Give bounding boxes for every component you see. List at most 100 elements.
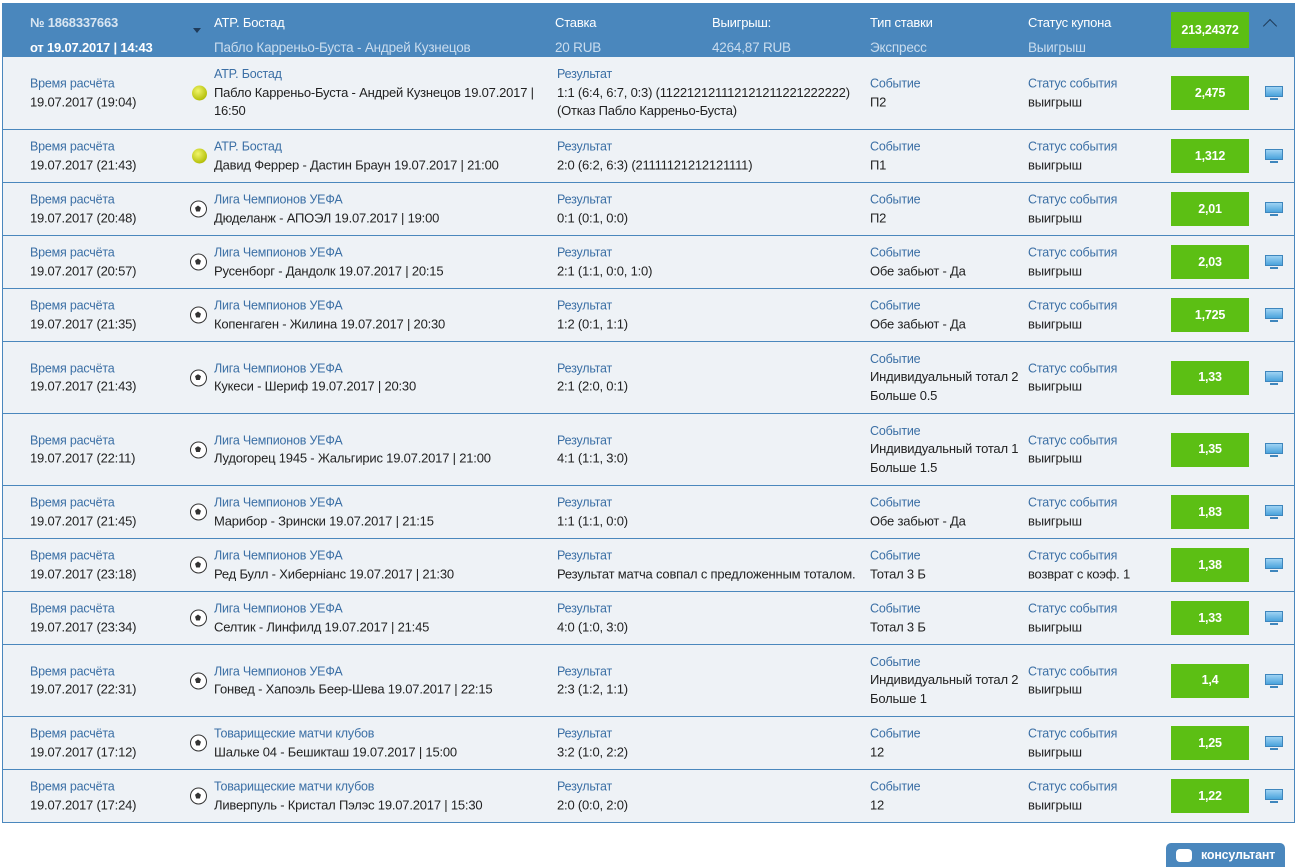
result-label: Результат [557, 360, 613, 375]
calc-time-value: 19.07.2017 (21:43) [30, 157, 137, 172]
win-value: 4264,87 RUB [712, 40, 791, 55]
league-link[interactable]: Лига Чемпионов УЕФА [214, 548, 343, 563]
league-link[interactable]: ATP. Бостад [214, 139, 282, 154]
result-value: 2:0 (0:0, 2:0) [557, 797, 628, 812]
live-tv-icon[interactable] [1265, 255, 1283, 269]
odds-badge: 2,475 [1171, 76, 1249, 110]
calc-time-value: 19.07.2017 (22:11) [30, 450, 136, 466]
result-label: Результат [557, 66, 613, 81]
match-name: Лудогорец 1945 - Жальгирис 19.07.2017 | … [214, 450, 491, 466]
live-tv-icon[interactable] [1265, 149, 1283, 163]
soccer-ball-icon [190, 253, 207, 271]
tennis-ball-icon [192, 85, 207, 101]
chat-bubble-icon [1176, 848, 1192, 862]
result-value: 1:1 (6:4, 6:7, 0:3) (1122121211121212112… [557, 84, 850, 119]
league-link[interactable]: Лига Чемпионов УЕФА [214, 192, 343, 207]
league-link[interactable]: Лига Чемпионов УЕФА [214, 298, 343, 313]
event-status-label: Статус события [1028, 76, 1118, 91]
collapse-chevron-icon[interactable] [1262, 18, 1278, 34]
event-value: П1 [870, 157, 887, 172]
calc-time-value: 19.07.2017 (20:48) [30, 210, 137, 225]
event-status-label: Статус события [1028, 192, 1118, 207]
result-value: 2:1 (1:1, 0:0, 1:0) [557, 263, 653, 278]
event-row: 1:2 (0:1, 1:1) Время расчёта 19.07.2017 (… [3, 288, 1294, 341]
live-tv-icon[interactable] [1265, 308, 1283, 322]
live-tv-icon[interactable] [1265, 370, 1283, 385]
odds-badge: 1,33 [1171, 360, 1249, 395]
league-link[interactable]: Лига Чемпионов УЕФА [214, 432, 343, 447]
live-tv-icon[interactable] [1265, 442, 1283, 457]
league-link[interactable]: Товарищеские матчи клубов [214, 726, 375, 741]
odds-badge: 1,83 [1171, 495, 1249, 529]
coupon-date: от 19.07.2017 | 14:43 [30, 40, 153, 55]
event-value: Тотал 3 Б [870, 619, 926, 634]
calc-time-label: Время расчёта [30, 298, 115, 313]
result-label: Результат [557, 726, 613, 741]
event-row: 1:1 (6:4, 6:7, 0:3) (1122121211121212112… [3, 57, 1294, 129]
calc-time-label: Время расчёта [30, 139, 115, 154]
dropdown-caret-icon[interactable] [193, 28, 201, 33]
event-status-label: Статус события [1028, 360, 1118, 375]
live-tv-icon[interactable] [1265, 505, 1283, 519]
live-tv-icon[interactable] [1265, 558, 1283, 572]
league-link[interactable]: Лига Чемпионов УЕФА [214, 245, 343, 260]
soccer-ball-icon [190, 369, 207, 386]
live-tv-icon[interactable] [1265, 736, 1283, 750]
event-status-value: выигрыш [1028, 378, 1082, 394]
calc-time-label: Время расчёта [30, 779, 115, 794]
event-status-value: возврат с коэф. 1 [1028, 566, 1131, 581]
event-value: Индивидуальный тотал 2 Больше 0.5 [870, 369, 1019, 403]
consultant-label: консультант [1201, 848, 1276, 862]
league-link[interactable]: Лига Чемпионов УЕФА [214, 601, 343, 616]
coupon-number: № 1868337663 [30, 15, 119, 30]
live-tv-icon[interactable] [1265, 611, 1283, 625]
event-status-value: выигрыш [1028, 797, 1082, 812]
event-status-label: Статус события [1028, 298, 1118, 313]
event-status-value: выигрыш [1028, 316, 1082, 331]
league-link[interactable]: Лига Чемпионов УЕФА [214, 495, 343, 510]
match-name: Русенборг - Дандолк 19.07.2017 | 20:15 [214, 263, 444, 278]
result-value: 4:0 (1:0, 3:0) [557, 619, 628, 634]
result-value: 1:2 (0:1, 1:1) [557, 316, 628, 331]
event-label: Событие [870, 779, 921, 794]
match-name: Кукеси - Шериф 19.07.2017 | 20:30 [214, 378, 416, 394]
soccer-ball-icon [190, 503, 207, 521]
calc-time-label: Время расчёта [30, 548, 115, 563]
calc-time-value: 19.07.2017 (23:34) [30, 619, 137, 634]
result-label: Результат [557, 779, 613, 794]
event-value: Обе забьют - Да [870, 263, 966, 278]
event-label: Событие [870, 423, 921, 438]
soccer-ball-icon [190, 200, 207, 218]
odds-badge: 1,4 [1171, 663, 1249, 698]
event-value: 12 [870, 744, 885, 759]
event-value: 12 [870, 797, 885, 812]
calc-time-value: 19.07.2017 (21:43) [30, 378, 137, 394]
result-label: Результат [557, 432, 613, 447]
match-name: Марибор - Зрински 19.07.2017 | 21:15 [214, 513, 434, 528]
league-link[interactable]: Лига Чемпионов УЕФА [214, 663, 343, 678]
match-name: Дюделанж - АПОЭЛ 19.07.2017 | 19:00 [214, 210, 440, 225]
league-link[interactable]: Лига Чемпионов УЕФА [214, 360, 343, 375]
event-row: 2:0 (0:0, 2:0) Время расчёта 19.07.2017 (… [3, 769, 1294, 822]
coupon-id-block: № 1868337663 от 19.07.2017 | 14:43 [30, 10, 153, 60]
live-tv-icon[interactable] [1265, 86, 1283, 100]
league-link[interactable]: ATP. Бостад [214, 66, 282, 81]
live-tv-icon[interactable] [1265, 789, 1283, 803]
coupon-header[interactable]: № 1868337663 от 19.07.2017 | 14:43 ATP. … [3, 3, 1294, 57]
event-value: П2 [870, 210, 887, 225]
live-tv-icon[interactable] [1265, 202, 1283, 216]
event-label: Событие [870, 192, 921, 207]
soccer-ball-icon [190, 672, 207, 689]
soccer-ball-icon [190, 556, 207, 574]
result-value: 2:3 (1:2, 1:1) [557, 681, 628, 697]
odds-badge: 1,35 [1171, 432, 1249, 467]
consultant-button[interactable]: консультант [1166, 843, 1285, 867]
live-tv-icon[interactable] [1265, 673, 1283, 688]
match-name: Пабло Карреньо-Буста - Андрей Кузнецов 1… [214, 84, 534, 119]
event-value: Обе забьют - Да [870, 316, 966, 331]
league-link[interactable]: Товарищеские матчи клубов [214, 779, 375, 794]
event-label: Событие [870, 726, 921, 741]
soccer-ball-icon [190, 734, 207, 752]
match-name: Гонвед - Хапоэль Беер-Шева 19.07.2017 | … [214, 681, 493, 697]
event-label: Событие [870, 548, 921, 563]
